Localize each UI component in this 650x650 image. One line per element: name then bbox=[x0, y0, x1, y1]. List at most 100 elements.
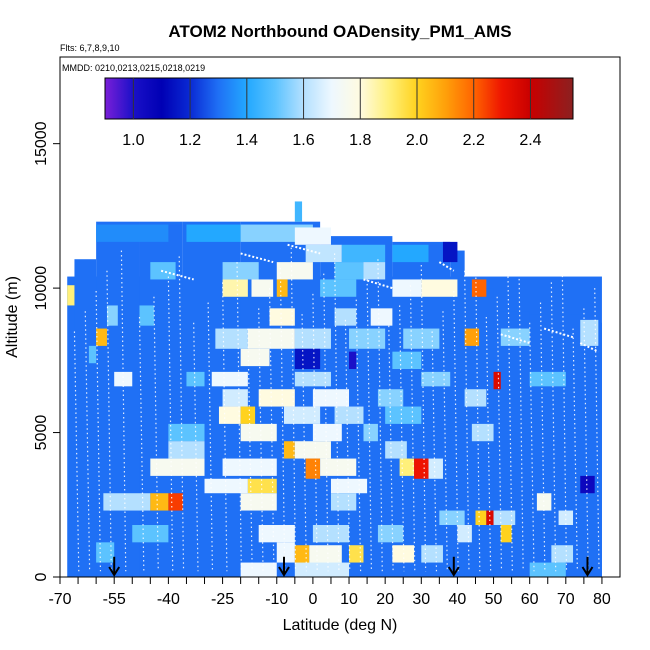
y-tick-label: 10000 bbox=[33, 266, 50, 311]
density-cell bbox=[294, 441, 331, 459]
colorbar-tick-label: 1.2 bbox=[179, 132, 201, 149]
density-cell bbox=[247, 478, 277, 494]
arrow-head bbox=[278, 566, 290, 577]
flight-track-profile bbox=[258, 308, 264, 572]
density-cell bbox=[139, 305, 154, 326]
colorbar-tick-label: 1.4 bbox=[236, 132, 258, 149]
density-cell bbox=[186, 224, 241, 242]
density-cell bbox=[475, 510, 487, 525]
density-cell bbox=[222, 279, 248, 297]
density-cell bbox=[96, 224, 169, 242]
density-cell bbox=[414, 458, 429, 479]
colorbar-tick-label: 1.8 bbox=[349, 132, 371, 149]
density-cell bbox=[222, 458, 277, 476]
background-cell bbox=[139, 221, 183, 577]
x-tick-label: 0 bbox=[308, 591, 317, 608]
density-cell bbox=[403, 328, 440, 349]
density-cell bbox=[294, 348, 321, 369]
density-cell bbox=[240, 493, 277, 511]
density-cell bbox=[294, 328, 331, 349]
density-cell bbox=[294, 227, 331, 245]
density-cell bbox=[363, 262, 386, 280]
x-tick-label: 40 bbox=[449, 591, 467, 608]
flights-note: Flts: 6,7,8,9,10 bbox=[60, 43, 120, 53]
flight-track-profile bbox=[344, 319, 351, 572]
y-tick-label: 0 bbox=[33, 572, 50, 581]
density-cell bbox=[334, 262, 364, 280]
x-axis-label: Latitude (deg N) bbox=[283, 617, 398, 634]
flight-track-profile bbox=[153, 296, 159, 572]
flight-track-profile bbox=[95, 290, 102, 572]
flight-track-profile bbox=[550, 282, 557, 572]
dates-note: MMDD: 0210,0213,0215,0218,0219 bbox=[62, 63, 205, 73]
density-cell bbox=[349, 545, 364, 563]
density-cell bbox=[96, 328, 107, 346]
density-cell bbox=[312, 389, 350, 407]
arrow-head bbox=[108, 566, 121, 577]
colorbar-tick-label: 2.2 bbox=[463, 132, 485, 149]
density-cell bbox=[251, 279, 274, 297]
density-cell bbox=[215, 328, 248, 349]
flight-track-profile bbox=[333, 253, 340, 572]
flight-track-profile bbox=[279, 267, 286, 572]
x-tick-label: 10 bbox=[340, 591, 358, 608]
density-cell bbox=[88, 345, 97, 364]
flight-track-profile bbox=[236, 262, 242, 572]
x-tick-label: 50 bbox=[485, 591, 503, 608]
colorbar-tick-label: 2.4 bbox=[519, 132, 541, 149]
density-cell bbox=[392, 244, 429, 263]
density-cell bbox=[457, 525, 472, 543]
background-cell bbox=[529, 314, 584, 577]
density-cell bbox=[114, 371, 133, 387]
density-cell bbox=[258, 389, 295, 407]
density-cell bbox=[240, 406, 256, 424]
background-cell bbox=[294, 201, 303, 222]
density-cell bbox=[385, 406, 422, 424]
flight-track-profile bbox=[529, 322, 535, 572]
x-axis: -70 -55 -40 -25 -10 0 10 20 30 40 50 60 70 80 bbox=[48, 577, 611, 608]
density-cell bbox=[486, 510, 494, 525]
flight-track-profile bbox=[420, 264, 427, 572]
flight-track-profile bbox=[399, 305, 405, 572]
density-cell bbox=[150, 493, 169, 511]
flight-track-profile bbox=[138, 316, 145, 572]
density-cell bbox=[222, 262, 259, 280]
density-cell bbox=[258, 525, 295, 543]
x-tick-label: 20 bbox=[376, 591, 394, 608]
flight-track-leg bbox=[500, 333, 530, 344]
x-tick-label: -70 bbox=[48, 591, 71, 608]
background-cell bbox=[74, 259, 97, 577]
density-cell bbox=[529, 371, 566, 387]
x-tick-label: 30 bbox=[412, 591, 430, 608]
flight-track-leg bbox=[287, 243, 321, 255]
flight-track-profile bbox=[464, 270, 470, 572]
density-cell bbox=[284, 441, 295, 459]
density-cell bbox=[294, 371, 331, 387]
density-cell bbox=[392, 351, 422, 369]
density-cell bbox=[320, 279, 357, 297]
density-cell bbox=[269, 308, 295, 326]
flight-track-profile bbox=[106, 270, 112, 572]
flight-track-profile bbox=[312, 293, 318, 572]
flight-track-leg bbox=[579, 342, 599, 353]
density-cell bbox=[471, 423, 494, 442]
density-cell bbox=[168, 441, 205, 459]
density-cell bbox=[464, 328, 480, 346]
density-cell bbox=[309, 545, 342, 566]
x-tick-label: -40 bbox=[157, 591, 180, 608]
density-cell bbox=[551, 545, 574, 563]
density-cell bbox=[377, 525, 404, 543]
flight-tracks bbox=[73, 243, 600, 572]
density-cell bbox=[186, 371, 205, 387]
flight-track-profile bbox=[453, 290, 459, 572]
density-cell bbox=[106, 305, 118, 326]
density-cell bbox=[493, 510, 516, 525]
density-cell bbox=[399, 458, 415, 476]
density-cell bbox=[247, 328, 295, 349]
density-cell bbox=[580, 319, 599, 346]
density-cell bbox=[168, 423, 205, 442]
density-cell bbox=[471, 279, 487, 297]
density-cell bbox=[276, 262, 313, 280]
density-cell bbox=[103, 493, 151, 511]
